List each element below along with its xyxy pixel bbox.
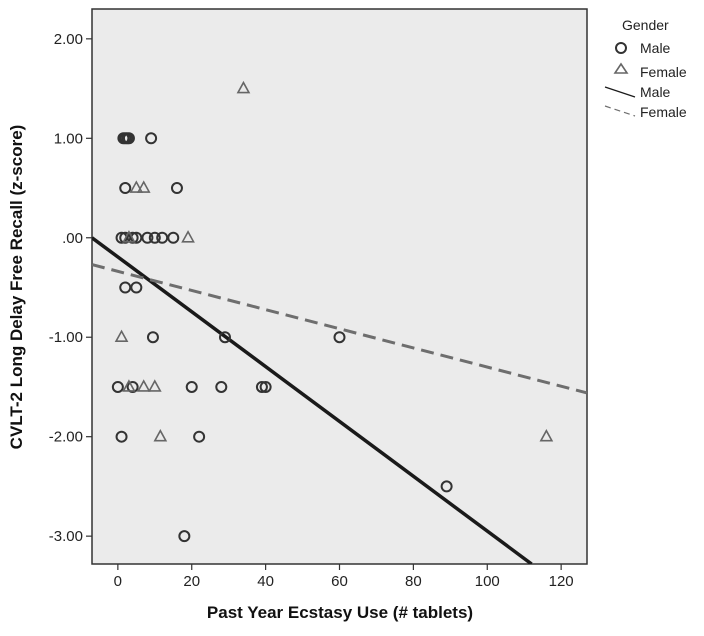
point-male (440, 480, 453, 493)
point-male (115, 430, 128, 443)
fit-line-male (92, 236, 533, 564)
point-female (122, 230, 136, 243)
point-male (119, 231, 132, 244)
x-tick-label: 20 (183, 573, 200, 590)
point-male (145, 132, 158, 145)
y-tick-label: 1.00 (54, 130, 83, 147)
point-female (153, 429, 168, 442)
point-male (178, 530, 191, 543)
y-tick-label: -2.00 (49, 429, 83, 446)
point-male (126, 380, 139, 393)
x-tick-label: 120 (549, 573, 574, 590)
point-male (167, 231, 180, 244)
x-axis: 0 20 40 60 80 100 120 (114, 564, 574, 590)
fit-lines (92, 236, 587, 564)
point-male (130, 281, 143, 294)
legend-label-male-marker: Male (640, 40, 671, 56)
point-female (539, 429, 554, 442)
point-female (114, 329, 129, 343)
point-male (148, 231, 161, 244)
point-female (122, 379, 136, 392)
point-male (141, 231, 154, 244)
point-male (146, 331, 159, 344)
point-male (215, 380, 228, 393)
point-female (236, 80, 251, 94)
point-female (129, 180, 144, 193)
legend-male-marker-icon (615, 42, 627, 54)
legend-label-female-line: Female (640, 104, 687, 120)
y-tick-label: 2.00 (54, 31, 83, 48)
x-tick-label: 100 (475, 573, 500, 590)
x-tick-label: 0 (114, 573, 122, 590)
x-tick-label: 60 (331, 573, 348, 590)
point-male (185, 380, 198, 393)
point-male (122, 132, 135, 145)
y-tick-label: -1.00 (49, 329, 83, 346)
legend-female-marker-icon (613, 62, 629, 74)
x-tick-label: 80 (405, 573, 422, 590)
x-axis-title: Past Year Ecstasy Use (# tablets) (207, 603, 473, 622)
legend-label-female-marker: Female (640, 64, 687, 80)
point-female (136, 180, 151, 193)
point-male (255, 380, 268, 393)
legend: Gender Male Female Male Female (604, 17, 687, 120)
point-male (119, 281, 132, 294)
legend-title: Gender (622, 17, 669, 33)
point-female (136, 379, 151, 392)
y-axis-title: CVLT-2 Long Delay Free Recall (z-score) (7, 125, 26, 450)
point-male (126, 231, 139, 244)
y-axis: 2.00 1.00 .00 -1.00 -2.00 -3.00 (49, 31, 92, 545)
data-points (111, 80, 554, 543)
legend-male-line-icon (604, 86, 636, 98)
point-male (119, 182, 132, 195)
point-female (181, 230, 195, 243)
fit-line-female (92, 263, 587, 395)
y-tick-label: -3.00 (49, 528, 83, 545)
point-male (170, 182, 183, 195)
point-male (333, 331, 346, 344)
point-male (218, 331, 231, 344)
y-tick-label: .00 (62, 230, 83, 247)
point-female (147, 379, 162, 392)
legend-female-line-icon (604, 105, 636, 117)
plot-area (91, 8, 588, 565)
point-male (193, 430, 206, 443)
legend-label-male-line: Male (640, 84, 671, 100)
x-tick-label: 40 (257, 573, 274, 590)
point-male (111, 380, 124, 393)
point-male (259, 380, 272, 393)
point-male (156, 231, 169, 244)
